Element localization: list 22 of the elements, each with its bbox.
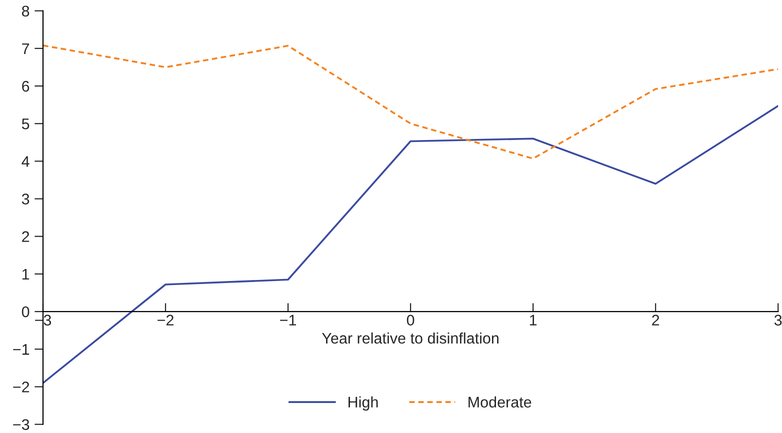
line-series <box>43 44 778 160</box>
y-tick-label: −3 <box>13 419 30 430</box>
y-tick-label: 1 <box>22 268 30 280</box>
legend-label: Moderate <box>468 396 532 408</box>
x-tick-label: −2 <box>158 314 174 326</box>
x-tick-label: 1 <box>530 314 537 326</box>
x-tick-label: −1 <box>280 314 296 326</box>
y-tick-label: 6 <box>22 80 30 92</box>
x-axis-title: Year relative to disinflation <box>322 332 498 344</box>
x-tick-label: 0 <box>406 314 414 326</box>
y-tick-label: −2 <box>13 382 30 392</box>
legend-label: High <box>348 396 378 411</box>
x-tick-label: 3 <box>774 314 782 326</box>
y-tick-label: 5 <box>22 118 30 130</box>
y-tick-label: 7 <box>22 43 30 54</box>
x-tick-label: 2 <box>652 314 660 326</box>
y-tick-label: 3 <box>22 194 30 204</box>
y-tick-label: 8 <box>22 6 30 17</box>
y-tick-label: 0 <box>22 306 30 318</box>
y-tick-label: −1 <box>13 344 30 355</box>
y-tick-label: 4 <box>22 156 30 167</box>
y-tick-label: 2 <box>22 231 30 242</box>
